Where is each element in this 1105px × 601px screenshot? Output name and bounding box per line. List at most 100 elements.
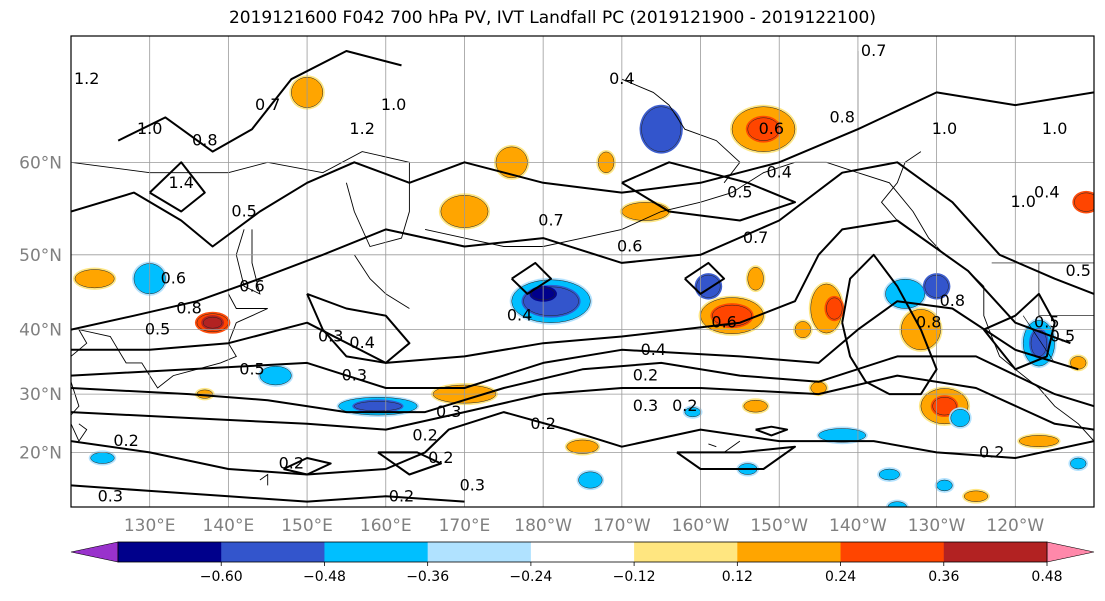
- pv-fill: [885, 278, 926, 309]
- lon-tick-label: 150°W: [750, 516, 808, 536]
- lat-tick-label: 30°N: [19, 385, 62, 405]
- contour-label: 0.2: [412, 425, 437, 444]
- ivt-contour: [377, 451, 442, 476]
- pv-fill: [1070, 457, 1087, 470]
- ivt-contour: [306, 292, 411, 364]
- pv-fill: [878, 468, 900, 481]
- contour-label: 1.2: [74, 69, 99, 88]
- colorbar-frame: [117, 541, 1048, 563]
- colorbar-tick-label: −0.36: [406, 569, 449, 585]
- contour-label: 0.5: [231, 201, 256, 220]
- lon-tick-label: 170°E: [439, 516, 491, 536]
- contour-label: 0.4: [641, 340, 666, 359]
- lon-tick-label: 130°E: [124, 516, 176, 536]
- coastline: [723, 440, 741, 453]
- ivt-contour: [117, 50, 402, 153]
- colorbar-swatch: [737, 542, 842, 562]
- contour-label: 0.6: [759, 119, 784, 138]
- pv-fill: [826, 297, 843, 320]
- lat-tick-label: 20°N: [19, 443, 62, 463]
- contour-label: 1.4: [168, 173, 193, 192]
- contour-label: 0.3: [318, 326, 343, 345]
- contour-label: 0.2: [428, 448, 453, 467]
- coastline: [228, 293, 268, 324]
- contour-label: 1.0: [932, 119, 957, 138]
- contour-label: 0.2: [979, 442, 1004, 461]
- contour-label: 0.5: [1034, 313, 1059, 332]
- pv-fill: [818, 428, 867, 443]
- colorbar-swatch: [324, 542, 429, 562]
- contour-label: 0.4: [767, 163, 792, 182]
- contour-label: 0.7: [255, 95, 280, 114]
- pv-fill: [1074, 192, 1094, 212]
- border-line: [1022, 315, 1055, 364]
- colorbar-swatch: [530, 542, 635, 562]
- lon-tick-label: 180°W: [514, 516, 572, 536]
- ivt-contour: [283, 457, 332, 476]
- contour-label: 0.4: [609, 69, 634, 88]
- border-line: [1038, 262, 1094, 316]
- pv-fill: [950, 409, 970, 427]
- ivt-contours: [71, 50, 1094, 503]
- contour-label: 0.5: [1066, 261, 1091, 280]
- contour-labels: 0.3 0.2 0.2 0.2 0.2 0.3 0.2 0.2 0.3 0.3 0.2 0.2 0.4 0…: [74, 41, 1091, 505]
- contour-label: 1.0: [1010, 192, 1035, 211]
- contour-label: 0.8: [940, 291, 965, 310]
- contour-label: 1.0: [381, 95, 406, 114]
- contour-label: 0.3: [342, 366, 367, 385]
- pv-fill: [74, 269, 115, 289]
- ivt-contour: [684, 261, 726, 295]
- lon-tick-label: 170°W: [593, 516, 651, 536]
- ivt-contour: [983, 292, 1056, 371]
- contour-label: 0.6: [161, 269, 186, 288]
- latitude-labels: 60°N 50°N 40°N 30°N 20°N: [19, 153, 62, 463]
- coastline: [71, 328, 151, 416]
- lon-tick-label: 140°W: [829, 516, 887, 536]
- pv-fill: [747, 267, 764, 291]
- coastline: [353, 254, 410, 309]
- contour-label: 0.8: [829, 107, 854, 126]
- contour-label: 0.2: [530, 414, 555, 433]
- pv-fill: [963, 490, 989, 502]
- contour-label: 0.4: [507, 306, 532, 325]
- lon-tick-label: 140°E: [203, 516, 255, 536]
- colorbar-swatch: [118, 542, 222, 562]
- colorbar-extend-low: [70, 541, 119, 563]
- pv-fill: [743, 399, 768, 413]
- contour-label: 1.0: [137, 119, 162, 138]
- ivt-contour: [71, 161, 1094, 331]
- map-frame: [70, 35, 1095, 508]
- coastline: [668, 104, 741, 184]
- ivt-contour: [511, 261, 552, 295]
- contour-label: 0.2: [672, 396, 697, 415]
- ivt-contour: [149, 161, 206, 213]
- ivt-contour: [71, 411, 1094, 476]
- pv-fill: [641, 106, 682, 152]
- contour-label: 0.2: [113, 431, 138, 450]
- contour-label: 0.3: [98, 486, 123, 505]
- contour-label: 0.3: [633, 396, 658, 415]
- lon-tick-label: 160°W: [672, 516, 730, 536]
- colorbar-tick-label: −0.12: [613, 569, 656, 585]
- coastline: [71, 423, 88, 443]
- contour-label: 0.8: [916, 313, 941, 332]
- colorbar-tick-label: 0.12: [722, 569, 753, 585]
- ivt-contour: [71, 484, 465, 503]
- contour-label: 0.5: [239, 359, 264, 378]
- contour-label: 0.3: [436, 402, 461, 421]
- contour-label: 0.5: [1050, 326, 1075, 345]
- pv-fill: [90, 452, 115, 464]
- contour-label: 0.6: [711, 313, 736, 332]
- coastline: [259, 473, 269, 486]
- contour-label: 0.4: [1034, 183, 1059, 202]
- lon-tick-label: 120°W: [986, 516, 1044, 536]
- coastline: [235, 229, 261, 295]
- colorbar: −0.60 −0.48 −0.36 −0.24 −0.12 0.12 0.24 0.36 0.4…: [70, 541, 1095, 585]
- ivt-contour: [841, 253, 938, 396]
- lon-tick-label: 150°E: [281, 516, 333, 536]
- ivt-contour: [71, 219, 1071, 364]
- coastline: [71, 151, 410, 248]
- pv-fill: [578, 471, 603, 489]
- coastline: [708, 443, 717, 448]
